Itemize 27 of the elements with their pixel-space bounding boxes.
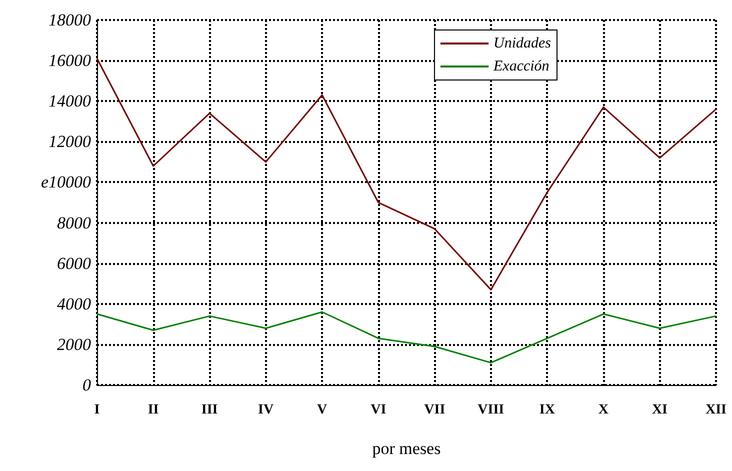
x-tick-label: VIII [478,402,504,418]
y-tick-label: 16000 [48,51,92,70]
line-series [96,311,717,364]
x-tick-label: V [317,402,328,418]
y-tick-label: 18000 [48,10,92,30]
y-tick-label: 14000 [48,92,92,111]
x-tick-label: XI [652,402,668,418]
legend-label: Exacción [492,58,550,74]
y-tick-label: 8000 [57,213,92,232]
y-tick-label: e10000 [40,172,92,192]
x-tick-label: IX [539,402,555,418]
y-tick-label: 4000 [57,294,92,314]
y-tick-label: 0 [82,376,92,394]
x-tick-label: I [94,402,100,418]
x-tick-label: II [148,402,159,418]
x-tick-label: XII [705,402,727,418]
y-tick-label: 6000 [57,254,92,273]
x-tick-label: X [598,402,609,418]
legend-label: Unidades [494,36,552,52]
x-tick-label: III [201,402,218,418]
x-tick-label: IV [258,402,274,418]
y-tick-label: 12000 [48,132,92,152]
x-tick-label: VI [370,402,386,418]
x-axis-title: por meses [372,439,441,458]
x-tick-label: VII [424,402,446,418]
line-series [96,58,717,290]
y-tick-label: 2000 [57,334,92,354]
